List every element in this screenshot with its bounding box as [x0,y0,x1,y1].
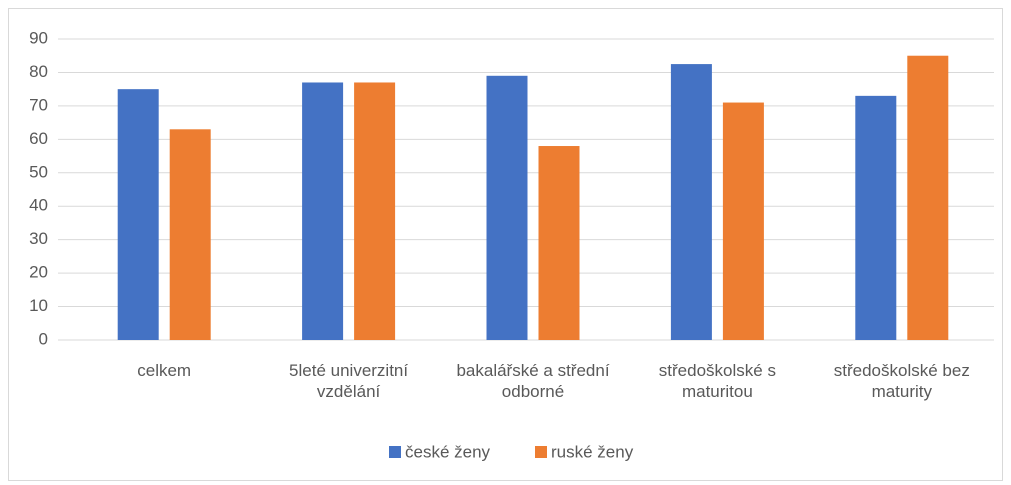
x-tick-label: bakalářské a střední odborné [456,361,610,401]
bar [907,55,949,340]
x-tick-label: celkem [137,361,192,380]
y-tick-label: 80 [29,62,48,81]
y-tick-label: 10 [29,296,48,315]
bar [855,95,897,340]
bar [169,129,211,340]
y-tick-label: 50 [29,162,48,181]
bar [354,82,396,340]
x-tick-label: středoškolské bez maturity [833,361,970,401]
bar [302,82,344,340]
y-tick-label: 70 [29,95,48,114]
y-tick-label: 40 [29,196,48,215]
y-tick-label: 30 [29,229,48,248]
legend-label: ruské ženy [551,442,634,461]
chart-border [8,8,1003,481]
bar [486,75,528,341]
legend-swatch [535,446,547,458]
y-tick-label: 90 [29,28,48,47]
y-tick-label: 0 [39,329,48,348]
bar [722,102,764,341]
legend-swatch [389,446,401,458]
bar [670,64,712,340]
x-tick-label: středoškolské s maturitou [658,361,776,401]
legend-label: české ženy [405,442,491,461]
bar [538,146,580,340]
bar [117,89,159,341]
x-tick-label: 5leté univerzitní vzdělání [289,361,409,401]
y-tick-label: 60 [29,129,48,148]
y-tick-label: 20 [29,263,48,282]
